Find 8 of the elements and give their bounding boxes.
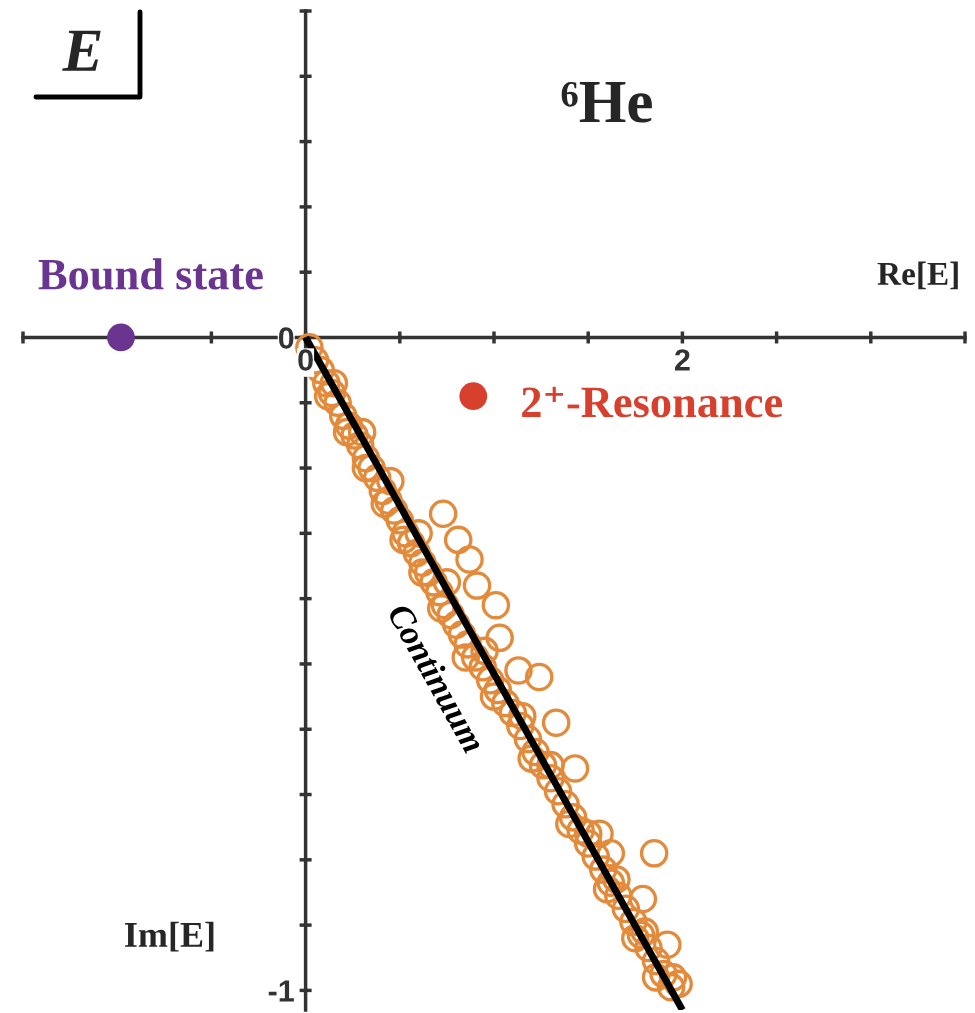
y-tick-label: -1 [268,980,294,1002]
x-axis-title: Re[E] [877,261,958,290]
y-axis-title: Im[E] [125,921,214,952]
series-label: Bound state [38,258,263,290]
series-label: 2⁺-Resonance [522,386,783,418]
text: ⁶He [561,81,652,123]
annotation: E [62,30,101,71]
x-tick-label: 2 [674,349,690,371]
